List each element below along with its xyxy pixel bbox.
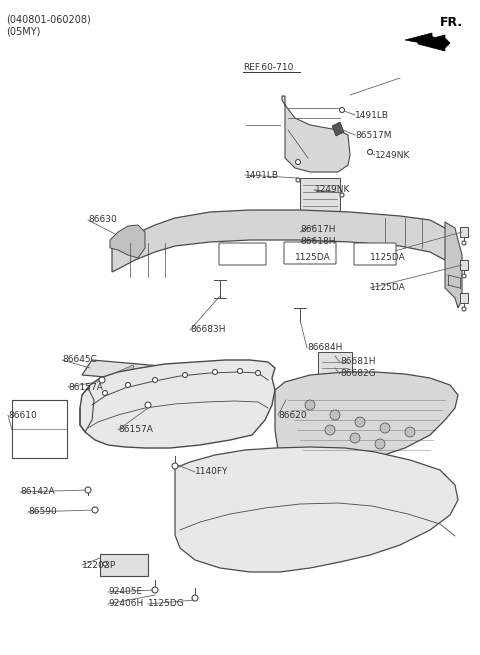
Circle shape xyxy=(462,274,466,278)
Text: 86142A: 86142A xyxy=(20,487,55,496)
Polygon shape xyxy=(190,365,210,380)
Circle shape xyxy=(330,410,340,420)
Text: 86630: 86630 xyxy=(88,215,117,225)
Circle shape xyxy=(296,160,300,164)
Polygon shape xyxy=(282,96,350,172)
Polygon shape xyxy=(460,293,468,303)
Text: 86617H: 86617H xyxy=(300,225,336,234)
Text: 86590: 86590 xyxy=(28,508,57,517)
Polygon shape xyxy=(140,365,160,380)
Polygon shape xyxy=(445,222,462,308)
Circle shape xyxy=(85,487,91,493)
FancyBboxPatch shape xyxy=(284,242,336,264)
Circle shape xyxy=(182,373,188,377)
Polygon shape xyxy=(275,372,458,462)
Text: 86683H: 86683H xyxy=(190,326,226,335)
Text: 86618H: 86618H xyxy=(300,238,336,246)
Polygon shape xyxy=(82,360,265,390)
Text: 86645C: 86645C xyxy=(62,356,97,364)
Circle shape xyxy=(405,427,415,437)
Polygon shape xyxy=(100,554,148,576)
Polygon shape xyxy=(80,360,275,448)
Text: 1491LB: 1491LB xyxy=(245,170,279,179)
Text: 1125DA: 1125DA xyxy=(370,253,406,263)
Polygon shape xyxy=(318,352,352,378)
Polygon shape xyxy=(112,210,450,280)
Circle shape xyxy=(380,423,390,433)
Circle shape xyxy=(125,383,131,388)
Circle shape xyxy=(192,595,198,601)
Polygon shape xyxy=(115,365,135,380)
Text: 1125DA: 1125DA xyxy=(295,253,331,263)
Circle shape xyxy=(145,402,151,408)
Text: 86620: 86620 xyxy=(278,411,307,419)
Circle shape xyxy=(213,369,217,375)
Text: 86157A: 86157A xyxy=(118,426,153,434)
Polygon shape xyxy=(418,35,450,51)
Polygon shape xyxy=(175,447,458,572)
Polygon shape xyxy=(215,365,235,380)
Text: 86682G: 86682G xyxy=(340,369,376,379)
Polygon shape xyxy=(110,225,145,258)
Circle shape xyxy=(296,178,300,182)
Circle shape xyxy=(325,425,335,435)
Polygon shape xyxy=(332,122,344,136)
Circle shape xyxy=(92,507,98,513)
Circle shape xyxy=(255,371,261,375)
Circle shape xyxy=(103,390,108,396)
Text: (040801-060208): (040801-060208) xyxy=(6,14,91,24)
Polygon shape xyxy=(405,33,440,48)
Text: 92405E: 92405E xyxy=(108,588,142,597)
FancyBboxPatch shape xyxy=(219,243,266,265)
Text: 92406H: 92406H xyxy=(108,599,143,608)
Text: 1125DA: 1125DA xyxy=(370,284,406,293)
Polygon shape xyxy=(460,260,468,270)
Bar xyxy=(12,400,67,458)
Text: FR.: FR. xyxy=(440,16,463,29)
Circle shape xyxy=(462,241,466,245)
Text: 86681H: 86681H xyxy=(340,358,375,367)
Text: 1249NK: 1249NK xyxy=(315,185,350,195)
Polygon shape xyxy=(300,178,340,215)
Circle shape xyxy=(355,417,365,427)
Circle shape xyxy=(172,463,178,469)
Text: 1491LB: 1491LB xyxy=(355,111,389,119)
Circle shape xyxy=(103,562,107,566)
Circle shape xyxy=(305,400,315,410)
Text: 1140FY: 1140FY xyxy=(195,468,228,476)
Text: REF.60-710: REF.60-710 xyxy=(243,64,293,73)
Text: 1249NK: 1249NK xyxy=(375,151,410,160)
Text: 86157A: 86157A xyxy=(68,383,103,392)
Text: 1220BP: 1220BP xyxy=(82,561,116,569)
Circle shape xyxy=(375,439,385,449)
Text: 1125DG: 1125DG xyxy=(148,599,185,608)
Polygon shape xyxy=(460,227,468,237)
Text: 86610: 86610 xyxy=(8,411,37,419)
Circle shape xyxy=(368,149,372,155)
Circle shape xyxy=(462,307,466,311)
FancyBboxPatch shape xyxy=(354,243,396,265)
Circle shape xyxy=(339,107,345,113)
Polygon shape xyxy=(240,365,260,380)
Circle shape xyxy=(99,377,105,383)
Circle shape xyxy=(350,433,360,443)
Circle shape xyxy=(153,377,157,383)
Polygon shape xyxy=(165,365,185,380)
Text: 86684H: 86684H xyxy=(307,343,342,352)
Text: 86517M: 86517M xyxy=(355,130,392,140)
Circle shape xyxy=(152,587,158,593)
Text: (05MY): (05MY) xyxy=(6,26,40,36)
Circle shape xyxy=(340,193,344,197)
Circle shape xyxy=(238,369,242,373)
